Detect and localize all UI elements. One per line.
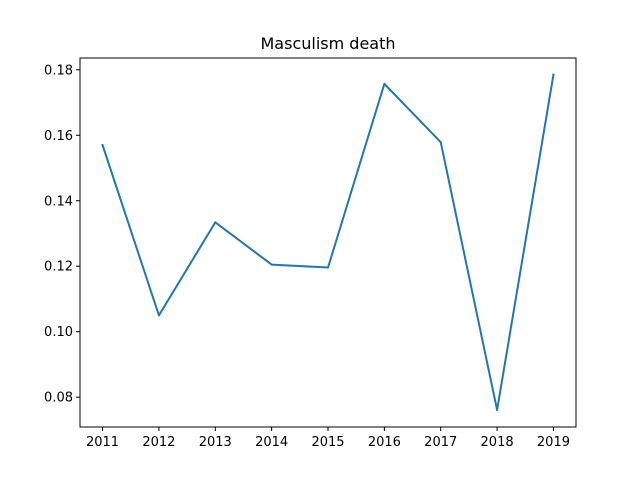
x-tick-label: 2019: [537, 435, 570, 450]
y-tick-label: 0.14: [44, 194, 73, 209]
x-tick-label: 2013: [199, 435, 232, 450]
x-tick-label: 2015: [311, 435, 344, 450]
y-tick-label: 0.08: [44, 391, 73, 406]
x-tick-label: 2018: [481, 435, 514, 450]
x-tick-label: 2017: [424, 435, 457, 450]
y-tick-label: 0.10: [44, 325, 73, 340]
data-point: [270, 263, 273, 266]
chart-title: Masculism death: [261, 34, 396, 53]
data-point: [157, 314, 160, 317]
data-point: [214, 221, 217, 224]
x-tick-label: 2016: [368, 435, 401, 450]
y-axis: 0.08 0.10 0.12 0.14 0.16 0.18: [44, 63, 80, 406]
x-tick-label: 2011: [86, 435, 119, 450]
y-tick-label: 0.16: [44, 129, 73, 144]
data-point: [383, 82, 386, 85]
data-point: [552, 73, 555, 76]
x-tick-label: 2014: [255, 435, 288, 450]
series-points: [101, 73, 555, 411]
y-tick-label: 0.18: [44, 63, 73, 78]
data-point: [327, 266, 329, 269]
x-tick-label: 2012: [142, 435, 175, 450]
plot-area: [80, 58, 576, 427]
data-point: [439, 141, 442, 144]
data-point: [496, 408, 499, 411]
plot-frame: [79, 57, 577, 428]
x-axis: 2011 2012 2013 2014 2015 2016 2017 2018 2019: [86, 427, 570, 450]
data-point: [101, 144, 104, 147]
y-tick-label: 0.12: [44, 260, 73, 275]
